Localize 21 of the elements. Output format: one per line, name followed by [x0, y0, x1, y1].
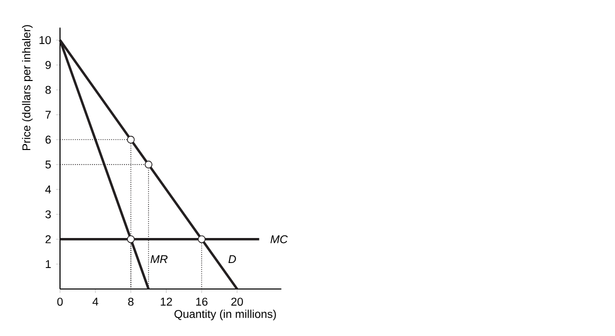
- series-label: D: [228, 255, 236, 264]
- y-tick-label: 1: [46, 260, 51, 268]
- y-tick-label: 6: [46, 136, 51, 144]
- x-tick-label: 16: [196, 298, 208, 306]
- y-tick-label: 7: [46, 110, 51, 119]
- series-label: MC: [270, 235, 288, 244]
- x-tick-label: 0: [57, 298, 63, 306]
- y-axis-title: Price (dollars per inhaler): [22, 25, 33, 150]
- series-label: MR: [150, 255, 168, 264]
- x-tick-label: 4: [92, 298, 98, 306]
- y-tick-label: 8: [46, 86, 51, 94]
- y-tick-label: 5: [45, 160, 51, 168]
- x-tick-label: 12: [160, 298, 172, 306]
- y-tick-label: 9: [46, 60, 51, 70]
- x-tick-label: 20: [231, 298, 243, 306]
- y-tick-label: 3: [45, 210, 51, 218]
- y-tick-label: 4: [45, 186, 51, 194]
- y-tick-label: 2: [46, 235, 51, 244]
- x-tick-label: 8: [128, 298, 134, 306]
- y-tick-label: 10: [40, 36, 51, 44]
- x-axis-title: Quantity (in millions): [174, 310, 276, 320]
